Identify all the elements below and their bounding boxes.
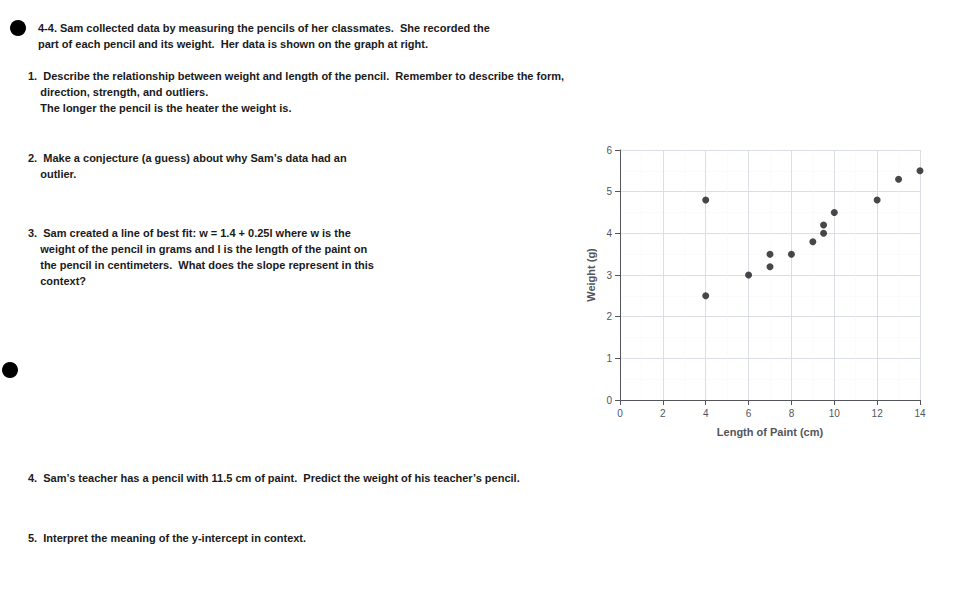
svg-text:12: 12 xyxy=(872,408,884,419)
svg-text:5: 5 xyxy=(606,186,612,197)
svg-text:4: 4 xyxy=(606,228,612,239)
svg-text:0: 0 xyxy=(617,408,623,419)
svg-text:10: 10 xyxy=(829,408,841,419)
svg-text:weight of the pencil in grams: weight of the pencil in grams and l is t… xyxy=(28,243,367,255)
svg-text:0: 0 xyxy=(606,395,612,406)
svg-text:direction, strength, and outli: direction, strength, and outliers. xyxy=(28,86,208,98)
svg-text:6: 6 xyxy=(746,408,752,419)
svg-text:2. Make a conjecture (a guess: 2. Make a conjecture (a guess) about why… xyxy=(28,152,347,164)
svg-text:2: 2 xyxy=(606,311,612,322)
svg-text:4. Sam’s teacher has a pencil: 4. Sam’s teacher has a pencil with 11.5 … xyxy=(28,472,520,484)
svg-text:Length of Paint (cm): Length of Paint (cm) xyxy=(717,426,824,438)
svg-text:the pencil in centimeters. Wh: the pencil in centimeters. What does the… xyxy=(28,259,374,271)
svg-text:2: 2 xyxy=(660,408,666,419)
svg-text:part of each pencil and its we: part of each pencil and its weight. Her … xyxy=(38,38,428,50)
svg-text:8: 8 xyxy=(789,408,795,419)
svg-text:14: 14 xyxy=(914,408,926,419)
svg-text:5. Interpret the meaning of t: 5. Interpret the meaning of the y-interc… xyxy=(28,532,306,544)
svg-text:context?: context? xyxy=(28,275,86,287)
svg-text:4-4. Sam collected data by mea: 4-4. Sam collected data by measuring the… xyxy=(38,22,490,34)
svg-text:1: 1 xyxy=(606,353,612,364)
svg-text:The longer the pencil is the h: The longer the pencil is the heater the … xyxy=(28,102,291,114)
svg-text:3. Sam created a line of best: 3. Sam created a line of best fit: w = 1… xyxy=(28,227,351,239)
svg-text:4: 4 xyxy=(703,408,709,419)
svg-text:3: 3 xyxy=(606,270,612,281)
svg-text:Weight (g): Weight (g) xyxy=(585,248,597,302)
svg-text:outlier.: outlier. xyxy=(28,168,76,180)
svg-text:1. Describe the relationship: 1. Describe the relationship between wei… xyxy=(28,70,564,82)
svg-text:6: 6 xyxy=(606,145,612,156)
